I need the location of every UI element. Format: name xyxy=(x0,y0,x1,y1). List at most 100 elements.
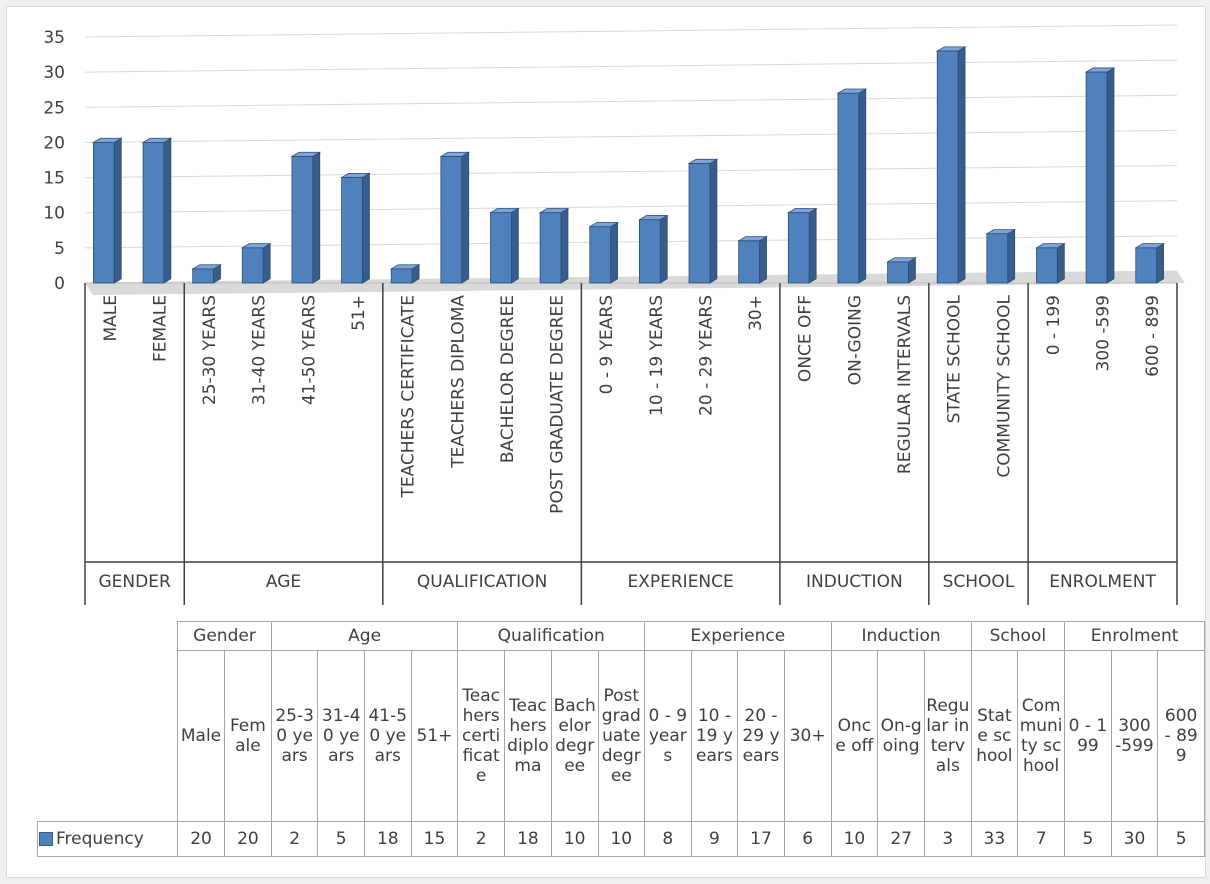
bar-on-going xyxy=(836,88,868,284)
table-category-label: Teachers diploma xyxy=(503,650,552,822)
bar-front xyxy=(638,219,661,284)
table-category-label: 25-30 years xyxy=(270,650,319,822)
bar-side xyxy=(510,207,519,284)
bar-41-50-years xyxy=(290,151,322,284)
bar-0-9-years xyxy=(588,221,620,284)
gridline xyxy=(84,94,1178,108)
table-group-experience: Experience xyxy=(644,621,832,651)
bar-female xyxy=(141,137,173,284)
bar-side xyxy=(1106,67,1115,284)
bar-state-school xyxy=(935,46,967,284)
bar-front xyxy=(936,50,959,284)
bar-31-40-years xyxy=(240,242,272,284)
table-category-label: 30+ xyxy=(783,650,832,822)
x-tick-label: COMMUNITY SCHOOL xyxy=(994,294,1014,477)
bar-front xyxy=(688,163,711,284)
x-tick-label: 25-30 YEARS xyxy=(200,295,220,405)
table-value-cell: 20 xyxy=(223,821,272,857)
bar-side xyxy=(858,88,867,284)
x-tick-label: FEMALE xyxy=(150,295,170,362)
table-value-cell: 27 xyxy=(877,821,926,857)
bar-front xyxy=(490,212,512,284)
table-category-label: 300 -599 xyxy=(1110,650,1159,822)
legend-key xyxy=(39,832,53,846)
x-tick-label: 41-50 YEARS xyxy=(299,295,319,405)
x-tick-label: 0 - 9 YEARS xyxy=(597,295,617,394)
bar-teachers-diploma xyxy=(439,151,471,284)
table-value-cell: 33 xyxy=(970,821,1019,857)
table-category-label: Once off xyxy=(830,650,879,822)
bar-0-199 xyxy=(1035,242,1066,284)
data-table-group-row: Gender Age Qualification Experience Inductio… xyxy=(38,621,1205,651)
table-category-label: 31-40 years xyxy=(317,650,365,822)
bar-front xyxy=(837,92,860,284)
table-category-label: Bachelor degree xyxy=(550,650,599,822)
data-table: Gender Age Qualification Experience Inductio… xyxy=(36,621,1205,857)
table-category-label: 0 - 9 years xyxy=(644,650,692,822)
table-value-cell: 18 xyxy=(364,821,412,857)
table-value-cell: 30 xyxy=(1110,821,1159,857)
bar-front xyxy=(142,142,165,284)
bar-side xyxy=(709,158,718,284)
table-value-cell: 17 xyxy=(737,821,785,857)
bar-300-599 xyxy=(1084,67,1116,284)
bar-community-school xyxy=(985,228,1017,284)
bar-side xyxy=(262,242,271,284)
bar-front xyxy=(1135,247,1158,284)
bar-front xyxy=(192,268,214,284)
group-label-school: SCHOOL xyxy=(943,572,1015,592)
table-value-cell: 5 xyxy=(1157,821,1205,857)
y-tick-label: 5 xyxy=(54,239,65,259)
bar-front xyxy=(241,247,264,284)
x-tick-label: 31-40 YEARS xyxy=(250,295,270,405)
table-group-induction: Induction xyxy=(830,621,972,651)
gridline xyxy=(84,24,1178,38)
bar-front xyxy=(440,156,463,284)
bar-side xyxy=(312,151,321,284)
table-category-label: Regular intervals xyxy=(924,650,972,822)
table-value-cell: 3 xyxy=(924,821,972,857)
bar-front xyxy=(1036,247,1058,284)
table-value-cell: 20 xyxy=(177,821,225,857)
bar-side xyxy=(659,214,668,284)
bar-600-899 xyxy=(1134,242,1166,284)
gridline xyxy=(84,200,1178,214)
bar-teachers-certificate xyxy=(389,264,421,284)
bar-front xyxy=(986,233,1009,284)
table-value-cell: 5 xyxy=(317,821,365,857)
table-category-label: Male xyxy=(177,650,225,822)
x-tick-label: REGULAR INTERVALS xyxy=(895,295,915,474)
table-category-label: On-going xyxy=(877,650,926,822)
bar-25-30-years xyxy=(191,264,222,284)
group-label-enrolment: ENROLMENT xyxy=(1049,572,1156,592)
table-category-label: 51+ xyxy=(410,650,459,822)
table-category-label: 10 - 19 years xyxy=(690,650,739,822)
x-tick-label: TEACHERS CERTIFICATE xyxy=(399,295,419,499)
bar-front xyxy=(92,142,115,284)
y-tick-label: 15 xyxy=(43,169,65,189)
x-tick-label: 600 - 899 xyxy=(1143,295,1163,377)
y-tick-label: 25 xyxy=(43,98,65,118)
table-value-cell: 2 xyxy=(457,821,505,857)
table-corner-blank xyxy=(38,622,178,651)
y-tick-label: 0 xyxy=(54,274,65,294)
table-value-cell: 10 xyxy=(597,821,646,857)
bar-side xyxy=(560,207,569,284)
table-value-cell: 6 xyxy=(783,821,832,857)
group-label-induction: INDUCTION xyxy=(806,572,903,592)
bar-front xyxy=(887,261,909,284)
x-tick-label: ON-GOING xyxy=(845,295,865,385)
bar-side xyxy=(163,137,172,284)
table-corner-blank xyxy=(38,651,178,822)
x-tick-label: ONCE OFF xyxy=(796,295,816,382)
table-category-label: Post graduate degree xyxy=(597,650,646,822)
chart-frame: 0 5 10 15 20 25 30 35 MALE FEMALE 25-30 YEARS 31-40… xyxy=(6,6,1206,878)
table-group-enrolment: Enrolment xyxy=(1064,621,1205,651)
bar-post-graduate-degree xyxy=(538,207,570,284)
bar-front xyxy=(738,240,760,284)
bar-side xyxy=(957,46,966,284)
bar-10-19-years xyxy=(637,214,669,284)
bar-side xyxy=(1156,242,1165,284)
bar-male xyxy=(91,137,123,284)
table-value-cell: 2 xyxy=(270,821,319,857)
